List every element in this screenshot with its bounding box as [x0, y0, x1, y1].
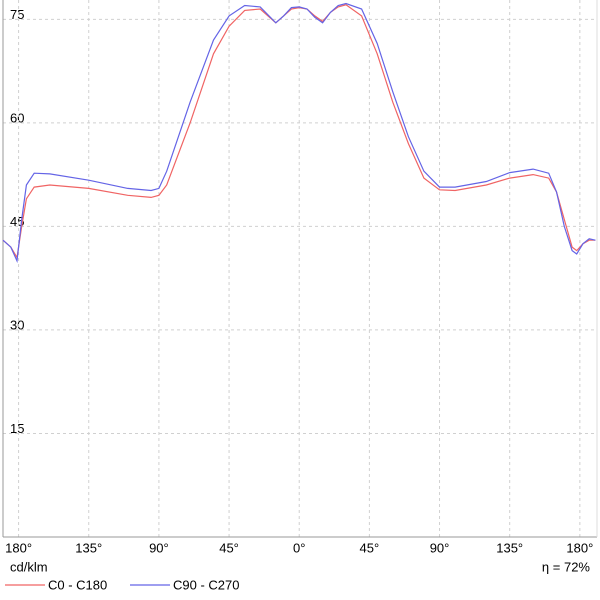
- x-tick-label: 135°: [75, 540, 102, 555]
- x-tick-label: 45°: [219, 540, 239, 555]
- x-tick-label: 180°: [5, 540, 32, 555]
- x-tick-label: 90°: [149, 540, 169, 555]
- x-tick-label: 45°: [360, 540, 380, 555]
- series-line: [2, 2, 596, 264]
- y-tick-label: 75: [10, 7, 24, 22]
- legend-label: C90 - C270: [173, 577, 239, 592]
- axis-unit: cd/klm: [10, 559, 48, 574]
- y-tick-label: 60: [10, 110, 24, 125]
- legend-label: C0 - C180: [48, 577, 107, 592]
- x-tick-label: 90°: [430, 540, 450, 555]
- y-tick-label: 30: [10, 317, 24, 332]
- y-tick-label: 15: [10, 421, 24, 436]
- x-tick-label: 180°: [566, 540, 593, 555]
- efficiency: η = 72%: [542, 559, 591, 574]
- series-line: [2, 4, 596, 260]
- x-tick-label: 135°: [496, 540, 523, 555]
- x-tick-label: 0°: [293, 540, 305, 555]
